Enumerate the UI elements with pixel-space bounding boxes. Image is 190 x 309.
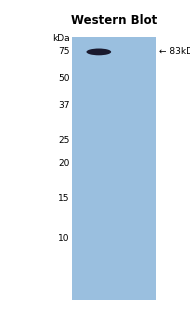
Text: 50: 50 xyxy=(58,74,69,83)
Bar xyxy=(72,37,156,300)
Text: kDa: kDa xyxy=(52,34,69,43)
Text: 25: 25 xyxy=(58,136,69,145)
Text: 15: 15 xyxy=(58,194,69,203)
Text: 10: 10 xyxy=(58,234,69,243)
Text: ← 83kDa: ← 83kDa xyxy=(159,47,190,57)
Text: 20: 20 xyxy=(58,159,69,168)
Text: 75: 75 xyxy=(58,47,69,57)
Text: Western Blot: Western Blot xyxy=(71,14,157,27)
Ellipse shape xyxy=(86,49,111,55)
Text: 37: 37 xyxy=(58,100,69,110)
